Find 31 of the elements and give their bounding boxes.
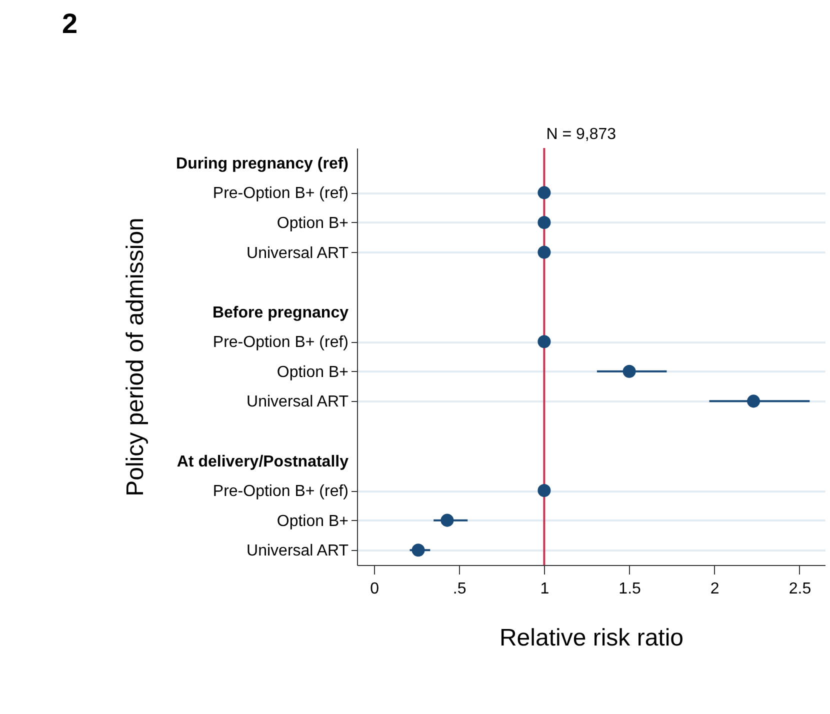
point [747, 394, 760, 408]
text: N = 9,873 [546, 126, 616, 143]
y-tick-label: Before pregnancy [212, 304, 349, 322]
y-tick-label: Universal ART [246, 244, 349, 262]
y-tick-label: At delivery/Postnatally [176, 453, 349, 470]
y-axis-title: Policy period of admission [122, 218, 150, 496]
y-tick-label: Option B+ [276, 512, 348, 530]
point [538, 246, 551, 259]
x-tick-label: 1 [540, 580, 550, 598]
x-tick-label: 2.5 [788, 580, 812, 598]
x-tick-label: 1.5 [618, 580, 642, 598]
point [440, 514, 454, 527]
y-tick-label: Option B+ [276, 214, 348, 232]
y-tick-label: Universal ART [246, 542, 349, 560]
x-tick-label: 0 [370, 580, 380, 598]
y-tick-label: Option B+ [276, 364, 348, 381]
point [538, 216, 551, 229]
x-tick-label: .5 [452, 580, 466, 598]
text: 2 [62, 8, 78, 40]
y-tick-label: During pregnancy (ref) [176, 155, 348, 172]
point [538, 186, 551, 200]
x-tick-label: 2 [710, 580, 720, 598]
point [538, 335, 551, 348]
y-tick-label: Pre-Option B+ (ref) [212, 334, 348, 352]
x-axis-title: Relative risk ratio [499, 624, 684, 652]
y-tick-label: Pre-Option B+ (ref) [212, 185, 348, 202]
point [538, 484, 551, 498]
point [622, 364, 636, 378]
point [412, 544, 425, 557]
y-tick-label: Pre-Option B+ (ref) [212, 483, 348, 500]
y-tick-label: Universal ART [246, 394, 349, 411]
